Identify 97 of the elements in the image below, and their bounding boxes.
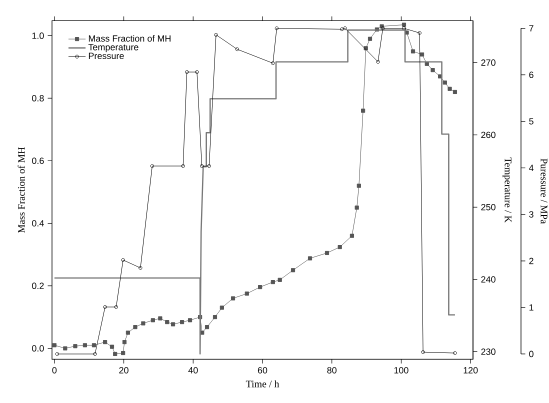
point <box>324 250 330 256</box>
point <box>165 320 170 324</box>
point <box>110 344 114 349</box>
point <box>185 70 189 74</box>
point <box>430 68 435 72</box>
point <box>308 256 312 260</box>
point <box>271 61 275 66</box>
y2-tick-label: 250 <box>481 204 496 210</box>
y2-tick-label: 260 <box>481 132 496 138</box>
point <box>214 32 218 37</box>
point <box>195 70 199 74</box>
point <box>274 26 279 30</box>
y-tick-label: 1.0 <box>32 32 44 39</box>
y3-tick-label: 4 <box>529 164 534 171</box>
point <box>180 320 184 324</box>
point <box>354 206 359 210</box>
y-axis-title: Mass Fraction of MH <box>18 147 25 233</box>
point <box>114 305 118 309</box>
point <box>73 344 78 348</box>
point <box>420 52 424 57</box>
x-tick-label: 120 <box>464 367 478 374</box>
point <box>204 325 210 330</box>
point <box>350 234 354 238</box>
point <box>361 108 366 113</box>
point <box>220 306 224 310</box>
point <box>121 350 126 356</box>
point <box>244 292 249 296</box>
point <box>338 244 342 250</box>
point <box>126 330 130 335</box>
point <box>121 258 125 262</box>
x-tick-label: 100 <box>394 367 408 374</box>
y3-tick-label: 2 <box>529 258 534 264</box>
point <box>150 164 154 168</box>
point <box>103 305 107 309</box>
point <box>103 340 108 344</box>
point <box>158 316 162 320</box>
y2-tick-label: 230 <box>481 348 496 355</box>
point <box>93 352 97 356</box>
point <box>402 26 406 30</box>
point <box>376 60 380 64</box>
y2-axis-title: Temperature / K <box>502 157 512 223</box>
point <box>181 164 185 168</box>
y3-tick-label: 3 <box>529 211 534 218</box>
point <box>343 26 347 30</box>
point <box>410 49 416 54</box>
x-tick-label: 20 <box>119 367 128 374</box>
y-tick-label: 0.2 <box>32 282 44 290</box>
point <box>368 36 372 41</box>
legend-label: Temperature <box>88 44 138 52</box>
x-tick-label: 40 <box>188 367 198 374</box>
point <box>442 80 447 85</box>
x-tick-label: 80 <box>327 367 337 374</box>
point <box>207 164 211 168</box>
y-tick-label: 0.8 <box>32 95 44 102</box>
point <box>63 346 68 350</box>
point <box>133 325 138 330</box>
point <box>122 340 127 344</box>
point <box>340 27 344 32</box>
point <box>138 266 142 270</box>
point <box>418 31 422 35</box>
legend-label: Pressure <box>88 52 124 60</box>
point <box>52 343 56 348</box>
point <box>270 280 275 284</box>
point <box>448 86 452 91</box>
y-tick-label: 0.4 <box>32 220 44 226</box>
point <box>235 47 240 52</box>
point <box>258 285 262 290</box>
point <box>170 322 176 326</box>
y3-axis-title: Puressure / MPa <box>540 158 548 224</box>
point <box>356 184 361 188</box>
y-tick-label: 0.6 <box>32 158 44 164</box>
point <box>150 318 155 322</box>
x-axis-title: Time / h <box>246 380 280 388</box>
point <box>188 318 192 322</box>
x-tick-label: 60 <box>258 367 268 374</box>
point <box>82 343 87 348</box>
point <box>290 268 296 272</box>
y2-tick-label: 240 <box>481 276 496 283</box>
legend-label: Mass Fraction of MH <box>88 35 170 42</box>
point <box>421 350 425 354</box>
point <box>92 343 96 348</box>
point <box>402 22 406 27</box>
point <box>212 315 218 320</box>
point <box>278 278 282 282</box>
y-tick-label: 0.0 <box>32 345 44 352</box>
point <box>141 321 146 326</box>
point <box>230 296 236 300</box>
y3-tick-label: 0 <box>529 350 534 358</box>
point <box>452 90 458 94</box>
x-tick-label: 0 <box>52 367 57 374</box>
y3-tick-label: 7 <box>529 25 534 32</box>
point <box>113 352 118 356</box>
point <box>200 164 204 168</box>
y3-tick-label: 1 <box>529 304 534 311</box>
y3-tick-label: 5 <box>529 118 534 124</box>
y2-tick-label: 270 <box>481 59 496 66</box>
y3-tick-label: 6 <box>529 72 534 78</box>
